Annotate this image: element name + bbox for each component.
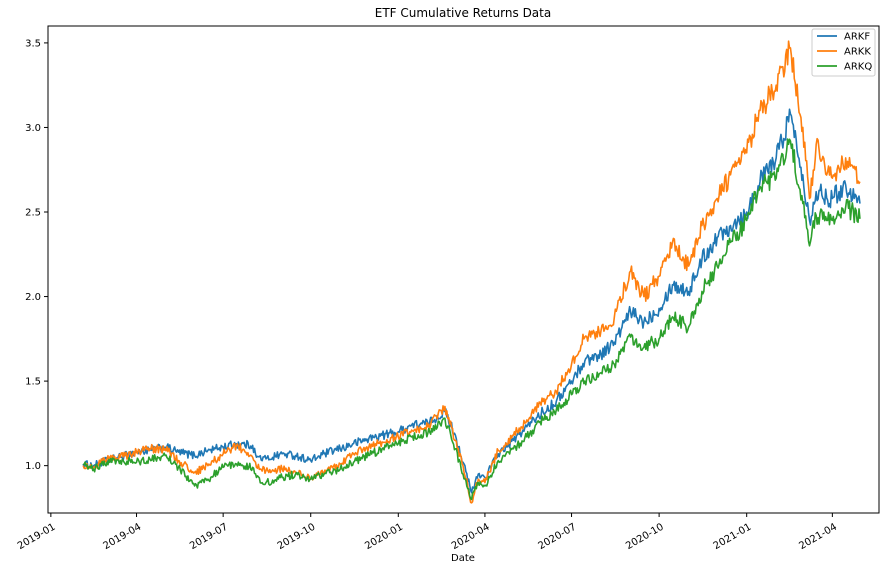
chart-title: ETF Cumulative Returns Data [375,6,551,20]
legend: ARKF ARKK ARKQ [811,28,876,77]
series-line-arkk [82,40,861,504]
series-line-arkf [82,108,861,494]
x-axis-label: Date [451,553,475,564]
y-tick-label: 1.0 [25,461,41,472]
legend-box [811,28,876,77]
y-tick-label: 3.5 [25,38,41,49]
y-tick-label: 3.0 [25,123,41,134]
legend-label-arkq: ARKQ [844,62,872,73]
legend-label-arkk: ARKK [844,47,871,58]
y-tick-label: 1.5 [25,377,41,388]
legend-label-arkf: ARKF [844,32,870,43]
y-tick-label: 2.5 [25,208,41,219]
y-tick-label: 2.0 [25,292,41,303]
plot-frame [47,25,880,514]
y-axis: 1.0 1.5 2.0 2.5 3.0 3.5 [25,38,48,472]
series-line-arkq [82,138,861,501]
